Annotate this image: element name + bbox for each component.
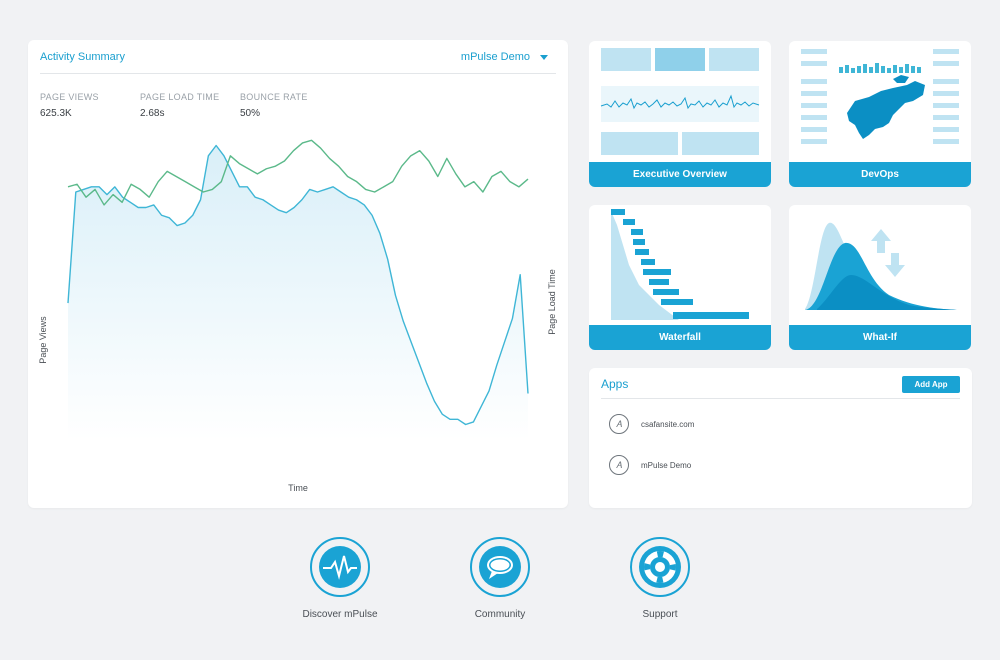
lifebuoy-icon bbox=[630, 537, 690, 597]
app-icon: 𝛢 bbox=[609, 455, 629, 475]
page-load-time-series-line bbox=[67, 139, 529, 206]
metric-page-load-time: PAGE LOAD TIME 2.68s bbox=[140, 92, 219, 119]
y-axis-label-page-views: Page Views bbox=[38, 316, 48, 364]
metric-value: 50% bbox=[240, 108, 261, 119]
executive-overview-thumbnail-icon bbox=[600, 48, 760, 155]
app-list-item[interactable]: 𝛢 csafansite.com bbox=[609, 413, 694, 435]
apps-title: Apps bbox=[601, 377, 629, 391]
link-label: Community bbox=[474, 609, 526, 620]
x-axis-label-time: Time bbox=[288, 483, 308, 493]
tile-devops[interactable]: DevOps bbox=[789, 41, 971, 187]
metric-label: BOUNCE RATE bbox=[240, 92, 308, 102]
speech-bubble-icon bbox=[470, 537, 530, 597]
metric-bounce-rate: BOUNCE RATE 50% bbox=[240, 92, 308, 119]
app-icon: 𝛢 bbox=[609, 414, 629, 434]
pulse-icon bbox=[310, 537, 370, 597]
activity-summary-card: Page Views Page Load Time Time Activity … bbox=[28, 40, 568, 508]
tile-label: Executive Overview bbox=[589, 162, 771, 187]
app-selector-dropdown[interactable]: mPulse Demo bbox=[460, 51, 530, 63]
metric-label: PAGE LOAD TIME bbox=[140, 92, 220, 102]
tile-label: DevOps bbox=[789, 162, 971, 187]
divider bbox=[601, 398, 960, 399]
add-app-button[interactable]: Add App bbox=[902, 376, 960, 393]
devops-map-thumbnail-icon bbox=[801, 49, 959, 144]
chevron-down-icon[interactable] bbox=[540, 55, 548, 60]
y-axis-label-page-load-time: Page Load Time bbox=[547, 269, 557, 335]
page-views-series-line bbox=[67, 144, 529, 426]
metric-page-views: PAGE VIEWS 625.3K bbox=[40, 92, 99, 119]
support-link[interactable]: Support bbox=[600, 537, 720, 620]
activity-title: Activity Summary bbox=[40, 51, 125, 63]
tile-label: What-If bbox=[789, 325, 971, 350]
metric-value: 625.3K bbox=[40, 108, 72, 119]
app-name: csafansite.com bbox=[641, 419, 695, 429]
tile-waterfall[interactable]: Waterfall bbox=[589, 205, 771, 350]
waterfall-thumbnail-icon bbox=[611, 209, 749, 320]
app-name: mPulse Demo bbox=[641, 460, 692, 470]
activity-chart: Page Views Page Load Time Time bbox=[38, 139, 557, 493]
page-views-area bbox=[68, 145, 528, 440]
metric-value: 2.68s bbox=[140, 108, 165, 119]
tile-executive-overview[interactable]: Executive Overview bbox=[589, 41, 771, 187]
apps-card: Apps Add App 𝛢 csafansite.com 𝛢 mPulse D… bbox=[589, 368, 972, 508]
tile-what-if[interactable]: What-If bbox=[789, 205, 971, 350]
activity-header: Activity Summary mPulse Demo bbox=[40, 40, 556, 74]
link-label: Discover mPulse bbox=[302, 609, 378, 620]
community-link[interactable]: Community bbox=[440, 537, 560, 620]
app-list-item[interactable]: 𝛢 mPulse Demo bbox=[609, 454, 691, 476]
metric-label: PAGE VIEWS bbox=[40, 92, 99, 102]
what-if-thumbnail-icon bbox=[805, 222, 957, 310]
discover-mpulse-link[interactable]: Discover mPulse bbox=[280, 537, 400, 620]
tile-label: Waterfall bbox=[589, 325, 771, 350]
link-label: Support bbox=[642, 609, 678, 620]
